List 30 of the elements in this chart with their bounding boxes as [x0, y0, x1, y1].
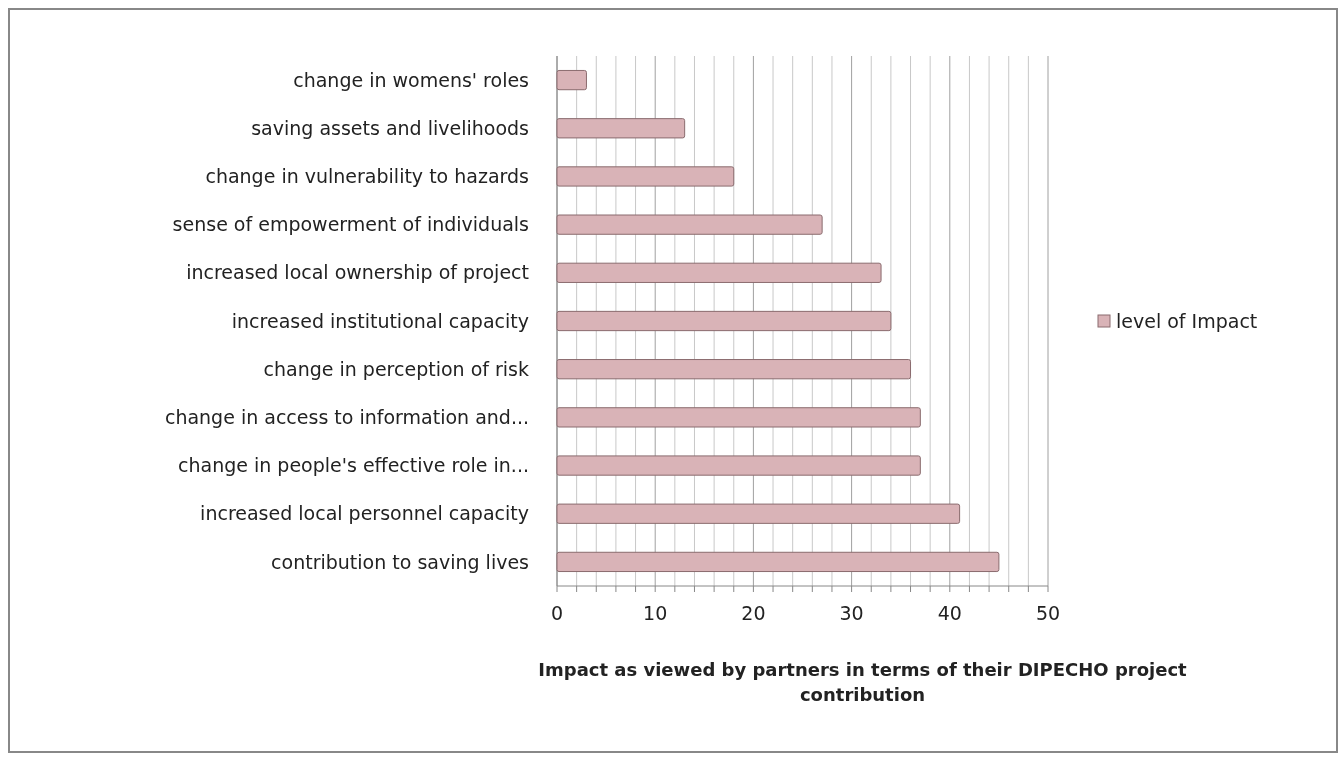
x-axis-title: Impact as viewed by partners in terms of their DIPECHO project contribution [538, 659, 1188, 706]
bar [556, 214, 823, 235]
y-tick-label: contribution to saving lives [271, 550, 529, 573]
y-tick-label: increased local ownership of project [186, 261, 529, 284]
x-tick-label: 50 [1035, 602, 1061, 624]
x-tick-label: 20 [741, 602, 766, 624]
y-tick-label: sense of empowerment of individuals [172, 213, 529, 236]
bar [556, 359, 912, 380]
bar [556, 69, 587, 91]
bar [556, 118, 686, 139]
legend-label: level of Impact [1116, 309, 1258, 332]
bar [556, 503, 961, 524]
x-tick-label: 30 [839, 602, 864, 624]
y-tick-label: change in perception of risk [263, 357, 529, 380]
y-tick-label: increased institutional capacity [231, 309, 529, 332]
x-tick-label: 10 [643, 602, 668, 624]
x-tick-label: 0 [550, 602, 564, 624]
y-tick-label: change in people's effective role in... [178, 454, 529, 477]
bar [556, 262, 882, 283]
bar [556, 455, 921, 476]
y-tick-label: change in vulnerability to hazards [205, 165, 529, 188]
bar [556, 407, 921, 428]
y-tick-label: change in womens' roles [293, 68, 529, 91]
bar [556, 310, 892, 332]
y-tick-label: change in access to information and... [164, 406, 529, 429]
y-tick-label: increased local personnel capacity [200, 502, 529, 525]
x-tick-label: 40 [937, 602, 962, 624]
bar [556, 551, 1000, 573]
bar [556, 166, 735, 187]
y-tick-label: saving assets and livelihoods [251, 116, 529, 139]
